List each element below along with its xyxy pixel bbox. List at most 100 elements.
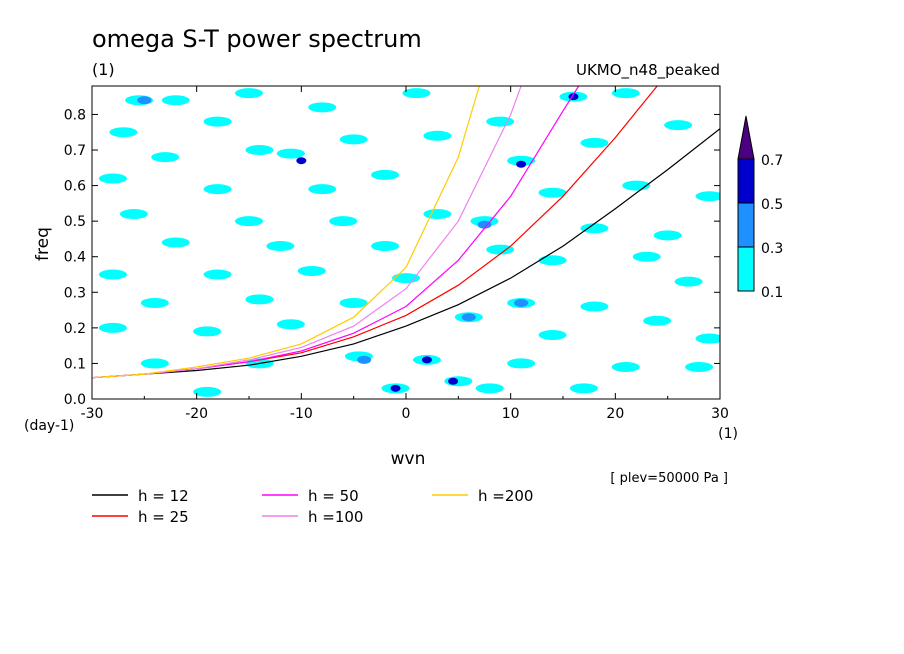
contour-patch bbox=[461, 313, 476, 322]
contour-patch bbox=[580, 223, 609, 234]
x-axis-unit: (1) bbox=[718, 426, 738, 442]
contour-patch bbox=[193, 326, 222, 337]
y-tick-label: 0.1 bbox=[64, 356, 86, 372]
colorbar-label: 0.5 bbox=[761, 197, 783, 213]
contour-patch bbox=[98, 173, 127, 184]
contour-patch bbox=[674, 276, 703, 287]
x-tick-label: 10 bbox=[502, 406, 520, 422]
contour-patch bbox=[516, 160, 527, 168]
contour-patch bbox=[664, 120, 693, 131]
legend-label: h = 25 bbox=[138, 508, 189, 526]
contour-patch bbox=[98, 322, 127, 333]
contour-patch bbox=[109, 127, 138, 138]
contour-patch bbox=[475, 383, 504, 394]
legend-label: h = 12 bbox=[138, 487, 189, 505]
x-axis-label: wvn bbox=[391, 449, 426, 469]
y-tick-label: 0.6 bbox=[64, 179, 86, 195]
contour-patch bbox=[203, 269, 232, 280]
contour-patch bbox=[245, 145, 274, 156]
contour-patch bbox=[514, 298, 529, 307]
y-tick-label: 0.8 bbox=[64, 107, 86, 123]
contour-patch bbox=[538, 187, 567, 198]
contour-patch bbox=[119, 209, 148, 220]
model-name: UKMO_n48_peaked bbox=[576, 61, 720, 80]
contour-patch bbox=[329, 216, 358, 227]
contour-patch bbox=[308, 184, 337, 195]
contour-patch bbox=[245, 294, 274, 305]
contour-patch bbox=[538, 329, 567, 340]
contour-patch bbox=[685, 361, 714, 372]
contour-patch bbox=[538, 255, 567, 266]
legend-label: h =200 bbox=[478, 487, 533, 505]
legend: h = 12 h = 25 h = 50 h =100 h =200 bbox=[92, 487, 533, 526]
y-tick-label: 0.3 bbox=[64, 285, 86, 301]
contour-patch bbox=[486, 116, 515, 127]
contour-patch bbox=[235, 88, 263, 99]
colorbar-segment bbox=[737, 158, 755, 204]
contour-patch bbox=[653, 230, 682, 241]
contour-patch bbox=[98, 269, 127, 280]
colorbar-label: 0.7 bbox=[761, 153, 783, 169]
x-tick-label: -30 bbox=[81, 406, 104, 422]
contour-patch bbox=[507, 155, 536, 166]
contour-patch bbox=[392, 273, 420, 284]
contour-patch bbox=[161, 237, 190, 248]
contour-patch bbox=[423, 130, 452, 141]
y-tick-label: 0.7 bbox=[64, 143, 86, 159]
contour-patch bbox=[390, 384, 401, 392]
dispersion-curve-line bbox=[92, 86, 480, 379]
dispersion-curve-line bbox=[92, 128, 720, 379]
title-unit: (1) bbox=[92, 60, 115, 79]
contour-patch bbox=[203, 184, 232, 195]
contour-patch bbox=[477, 220, 492, 229]
contour-patch bbox=[448, 377, 459, 385]
contour-patch bbox=[276, 148, 305, 159]
contour-patch bbox=[276, 319, 305, 330]
chart-title: omega S-T power spectrum bbox=[92, 25, 422, 53]
x-tick-label: 30 bbox=[711, 406, 729, 422]
contour-patch bbox=[421, 356, 432, 364]
contour-patch bbox=[486, 244, 515, 255]
dispersion-curve-line bbox=[92, 86, 522, 379]
contour-patch bbox=[695, 191, 720, 202]
contour-patch bbox=[339, 134, 368, 145]
y-axis-label: freq bbox=[33, 227, 53, 261]
x-tick-label: 0 bbox=[402, 406, 411, 422]
contour-patch bbox=[161, 95, 190, 106]
contour-patch bbox=[151, 152, 180, 163]
contour-patch bbox=[193, 386, 222, 397]
contour-patch bbox=[235, 216, 263, 227]
contour-patch bbox=[632, 251, 661, 262]
contour-patch bbox=[611, 361, 640, 372]
contour-patch bbox=[296, 157, 307, 165]
legend-label: h = 50 bbox=[308, 487, 359, 505]
level-note: [ plev=50000 Pa ] bbox=[610, 471, 728, 486]
x-axis: -30 -20 -10 0 10 20 30 bbox=[81, 86, 729, 422]
contour-patch bbox=[695, 333, 720, 344]
contour-patch bbox=[423, 209, 452, 220]
contour-patch bbox=[357, 355, 372, 364]
colorbar-segment bbox=[737, 246, 755, 292]
contour-patch bbox=[297, 265, 326, 276]
contour-patch bbox=[203, 116, 232, 127]
contour-patch bbox=[308, 102, 337, 113]
contour-patch bbox=[371, 241, 400, 252]
legend-label: h =100 bbox=[308, 508, 363, 526]
contour-patch bbox=[580, 301, 609, 312]
y-tick-label: 0.5 bbox=[64, 214, 86, 230]
contour-patch bbox=[611, 88, 640, 99]
x-tick-label: -20 bbox=[185, 406, 208, 422]
y-axis-unit: (day-1) bbox=[24, 418, 74, 434]
y-tick-label: 0.0 bbox=[64, 392, 86, 408]
contour-patch bbox=[137, 96, 152, 105]
colorbar-segment bbox=[737, 202, 755, 248]
y-tick-label: 0.2 bbox=[64, 321, 86, 337]
colorbar-label: 0.1 bbox=[761, 285, 783, 301]
contour-patch bbox=[643, 315, 672, 326]
contour-patch bbox=[569, 383, 598, 394]
contour-patch bbox=[402, 88, 431, 99]
x-tick-label: -10 bbox=[290, 406, 313, 422]
colorbar-label: 0.3 bbox=[761, 241, 783, 257]
contour-patch bbox=[140, 358, 169, 369]
